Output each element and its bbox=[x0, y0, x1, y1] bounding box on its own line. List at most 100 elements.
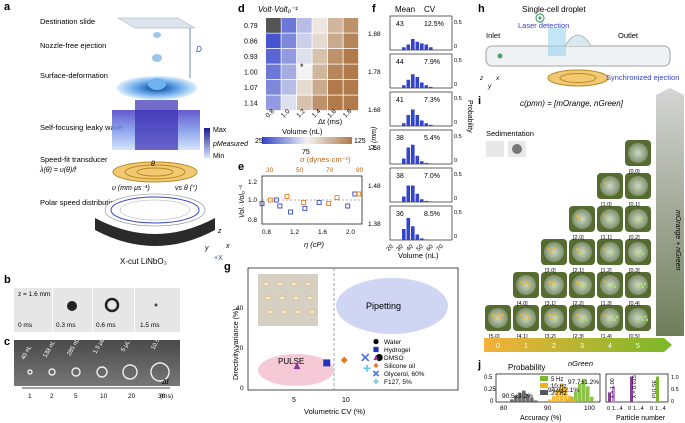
i-orange-particle bbox=[552, 247, 556, 251]
f-row-cv: 8.5% bbox=[424, 211, 440, 218]
i-orange-particle bbox=[603, 280, 607, 284]
f-xtick: 20 bbox=[386, 243, 395, 252]
f-right-label: Probability bbox=[466, 100, 473, 133]
heatmap-cell bbox=[281, 64, 297, 80]
i-orange-particle bbox=[499, 316, 502, 320]
i-green-particle bbox=[581, 285, 585, 289]
heatmap-xtick: 1.4 bbox=[311, 108, 323, 120]
g-ytick: 40 bbox=[236, 305, 244, 312]
f-row-mean: 38 bbox=[396, 173, 404, 180]
g-plot-frame bbox=[247, 267, 459, 391]
i-well-label: [3,2] bbox=[545, 334, 556, 340]
f-prob-tick: 0.5 bbox=[454, 20, 462, 26]
pipetting-label: Pipetting bbox=[366, 301, 401, 311]
heatmap-cell bbox=[328, 33, 343, 49]
i-orange-particle bbox=[524, 280, 528, 284]
f-prob-tick: 0.5 bbox=[454, 172, 462, 178]
panel-a: a Destination slide Nozzle-free ejection… bbox=[4, 1, 249, 266]
c-time-tick: 5 bbox=[74, 393, 78, 400]
f-bar bbox=[406, 185, 411, 202]
g-xlabel: Volumetric CV (%) bbox=[304, 407, 366, 416]
i-green-particle bbox=[641, 285, 645, 289]
i-well-label: [0,4] bbox=[629, 301, 640, 307]
i-well bbox=[628, 209, 648, 229]
heatmap-cell bbox=[343, 64, 359, 80]
j-legend-label: 20 Hz bbox=[551, 391, 567, 397]
j-bar bbox=[574, 391, 578, 402]
f-bar bbox=[402, 229, 406, 240]
heatmap-ytick: 1.07 bbox=[244, 85, 258, 92]
j-bar bbox=[568, 395, 572, 402]
f-bar bbox=[406, 44, 411, 50]
i-orange-particle bbox=[522, 283, 525, 287]
f-bar bbox=[406, 115, 411, 126]
i-orange-particle bbox=[494, 316, 497, 320]
g-legend-label: DMSO bbox=[384, 355, 404, 362]
i-well-label: [2,2] bbox=[573, 301, 584, 307]
i-well-label: [1,4] bbox=[601, 334, 612, 340]
j-rytick-0: 1.0 bbox=[671, 375, 679, 381]
f-bar bbox=[420, 120, 424, 126]
j-rtick-2: 0 bbox=[628, 406, 631, 412]
i-green-particle bbox=[611, 315, 615, 319]
i-well bbox=[516, 275, 536, 295]
microchannel bbox=[485, 45, 671, 67]
j-ann-3: 90.5±3.2% bbox=[502, 393, 533, 400]
f-bar bbox=[402, 123, 406, 126]
h-axis-x: x bbox=[495, 75, 500, 82]
f-prob-tick: 0 bbox=[454, 196, 457, 202]
j-rtick-5: 1...4 bbox=[655, 406, 666, 412]
panel-j-letter: j bbox=[477, 359, 481, 371]
i-green-particle bbox=[643, 282, 647, 286]
e-point-eta bbox=[302, 205, 308, 211]
heatmap-cell bbox=[343, 80, 359, 95]
c-time-tick: 20 bbox=[128, 393, 136, 400]
g-inset-dot bbox=[294, 309, 302, 315]
h-title: Single-cell droplet bbox=[522, 5, 586, 14]
c-volume-label: 5 μL bbox=[121, 339, 132, 353]
i-well-label: [0,0] bbox=[629, 169, 640, 175]
heatmap-ytick: 1.00 bbox=[244, 70, 258, 77]
i-orange-particle bbox=[603, 181, 607, 185]
divider-b2 bbox=[92, 288, 93, 332]
f-bar bbox=[406, 147, 411, 164]
c-droplet bbox=[48, 368, 56, 376]
i-xtick: 4 bbox=[608, 343, 612, 350]
f-xlabel: Volume (nL) bbox=[398, 251, 439, 260]
i-green-particle bbox=[643, 315, 647, 319]
f-ylabel: H (mm) bbox=[371, 127, 378, 150]
j-right-xlabel: Particle number bbox=[616, 415, 666, 422]
f-bar bbox=[402, 85, 406, 88]
i-green-particle bbox=[609, 318, 613, 322]
f-row-cv: 7.9% bbox=[424, 59, 440, 66]
heatmap-cell bbox=[328, 80, 343, 95]
h-cell bbox=[538, 16, 542, 20]
j-bar bbox=[578, 383, 582, 402]
j-right-bar bbox=[630, 376, 633, 402]
heatmap-cell bbox=[266, 33, 281, 49]
c-droplet bbox=[96, 366, 108, 378]
i-green-particle bbox=[639, 315, 643, 319]
j-bar bbox=[534, 400, 538, 402]
i-orange-particle bbox=[501, 313, 505, 317]
i-well-label: [1,3] bbox=[601, 301, 612, 307]
i-well-label: [4,1] bbox=[517, 334, 528, 340]
i-orange-particle bbox=[603, 214, 607, 218]
g-inset-dot bbox=[280, 309, 288, 315]
i-green-particle bbox=[609, 219, 613, 223]
i-orange-particle bbox=[496, 313, 500, 317]
g-inset-dots bbox=[262, 281, 316, 315]
j-legend-swatch bbox=[540, 383, 548, 388]
i-green-particle bbox=[611, 282, 615, 286]
i-well-label: [1,1] bbox=[601, 235, 612, 241]
i-green-particle bbox=[581, 252, 585, 256]
j-ytick-1: 0.25 bbox=[484, 387, 496, 393]
e-xlabel: η (cP) bbox=[304, 240, 324, 249]
h-outlet: Outlet bbox=[618, 31, 639, 40]
j-ytick-2: 0 bbox=[490, 399, 494, 405]
divider-b3 bbox=[134, 288, 135, 332]
panel-i: i c(pmn) = [mOrange, nGreen] Sedimentati… bbox=[478, 88, 684, 368]
g-inset-dot bbox=[308, 309, 316, 315]
f-bar bbox=[411, 109, 415, 126]
